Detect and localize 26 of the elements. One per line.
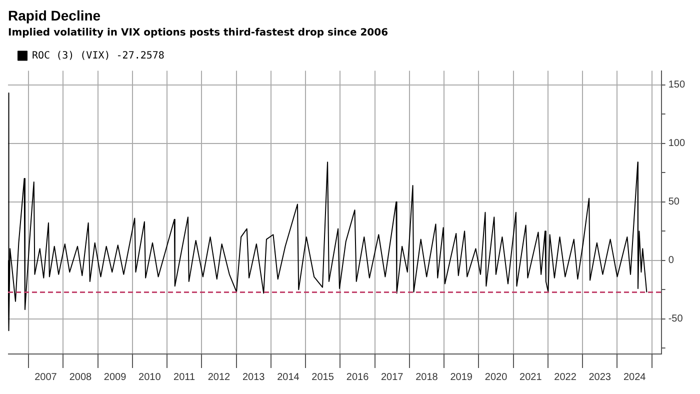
x-tick-label: 2010 xyxy=(138,372,162,383)
x-tick-label: 2013 xyxy=(242,372,266,383)
x-tick-label: 2019 xyxy=(450,372,473,383)
x-tick-label: 2016 xyxy=(346,372,370,383)
x-tick-label: 2023 xyxy=(588,372,612,383)
x-tick-label: 2009 xyxy=(104,372,127,383)
y-tick-label: 0 xyxy=(668,255,674,266)
y-tick-label: 150 xyxy=(668,80,686,91)
x-tick-label: 2017 xyxy=(380,372,404,383)
chart-subtitle: Implied volatility in VIX options posts third-fastest drop since 2006 xyxy=(8,27,388,38)
y-tick-label: 100 xyxy=(668,138,686,150)
x-tick-label: 2022 xyxy=(554,372,577,383)
y-tick-label: -50 xyxy=(668,314,684,325)
x-tick-label: 2024 xyxy=(623,372,646,383)
x-tick-label: 2020 xyxy=(484,372,508,383)
x-tick-label: 2021 xyxy=(520,372,542,383)
x-tick-label: 2012 xyxy=(208,372,231,383)
chart-title: Rapid Decline xyxy=(8,7,101,24)
x-tick-label: 2014 xyxy=(277,372,300,383)
legend-label: ROC (3) (VIX) -27.2578 xyxy=(32,50,164,62)
x-tick-label: 2015 xyxy=(312,372,334,383)
y-tick-label: 50 xyxy=(668,196,680,208)
x-tick-label: 2018 xyxy=(416,372,438,383)
x-tick-label: 2007 xyxy=(34,372,58,383)
x-tick-label: 2011 xyxy=(174,372,196,383)
x-tick-label: 2008 xyxy=(69,372,92,383)
